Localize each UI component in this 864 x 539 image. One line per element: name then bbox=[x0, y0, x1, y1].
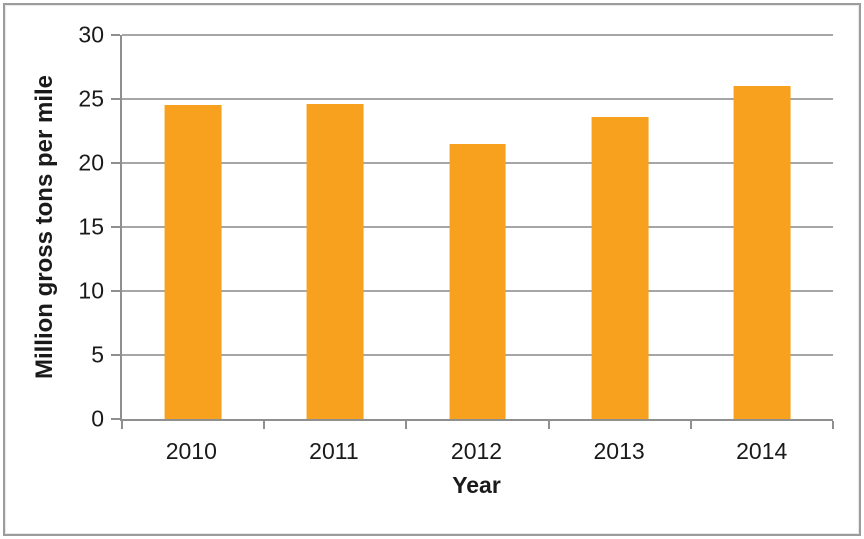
y-tick-mark-10 bbox=[111, 290, 120, 292]
x-tick-mark-3 bbox=[547, 421, 550, 429]
x-tick-mark-5 bbox=[832, 421, 834, 429]
bar-2010 bbox=[164, 105, 222, 419]
gridline-y-25 bbox=[122, 98, 833, 100]
plot-area bbox=[111, 34, 834, 429]
y-tick-mark-25 bbox=[111, 98, 120, 100]
bar-2014 bbox=[733, 86, 791, 419]
bar-2011 bbox=[306, 104, 364, 419]
y-tick-mark-5 bbox=[111, 354, 120, 356]
y-axis-tick-labels: 0 5 10 15 20 25 30 bbox=[0, 23, 104, 430]
gridline-y-30 bbox=[122, 34, 833, 36]
x-tick-mark-4 bbox=[689, 421, 692, 429]
bar-2012 bbox=[449, 143, 506, 419]
y-tick-label-20: 20 bbox=[78, 149, 104, 176]
y-tick-mark-20 bbox=[111, 162, 120, 164]
y-tick-label-25: 25 bbox=[78, 85, 104, 112]
y-tick-mark-0 bbox=[111, 418, 120, 420]
y-tick-label-10: 10 bbox=[78, 277, 104, 304]
x-tick-mark-1 bbox=[263, 421, 266, 429]
bar-2013 bbox=[591, 116, 649, 419]
y-tick-label-15: 15 bbox=[78, 213, 104, 240]
x-tick-label-2012: 2012 bbox=[450, 438, 503, 464]
x-tick-label-2013: 2013 bbox=[593, 438, 645, 464]
y-tick-label-30: 30 bbox=[78, 21, 104, 48]
x-tick-mark-2 bbox=[405, 421, 408, 429]
x-axis-tick-labels: 2010 2011 2012 2013 2014 bbox=[120, 437, 833, 465]
y-tick-mark-30 bbox=[111, 34, 120, 36]
x-axis-title: Year bbox=[452, 472, 501, 498]
x-tick-label-2011: 2011 bbox=[309, 438, 359, 464]
x-tick-label-2014: 2014 bbox=[736, 438, 788, 464]
x-tick-mark-0 bbox=[121, 421, 123, 429]
y-tick-mark-15 bbox=[111, 226, 120, 228]
y-tick-label-0: 0 bbox=[91, 405, 104, 432]
y-tick-label-5: 5 bbox=[91, 341, 104, 368]
x-tick-label-2010: 2010 bbox=[165, 438, 217, 464]
